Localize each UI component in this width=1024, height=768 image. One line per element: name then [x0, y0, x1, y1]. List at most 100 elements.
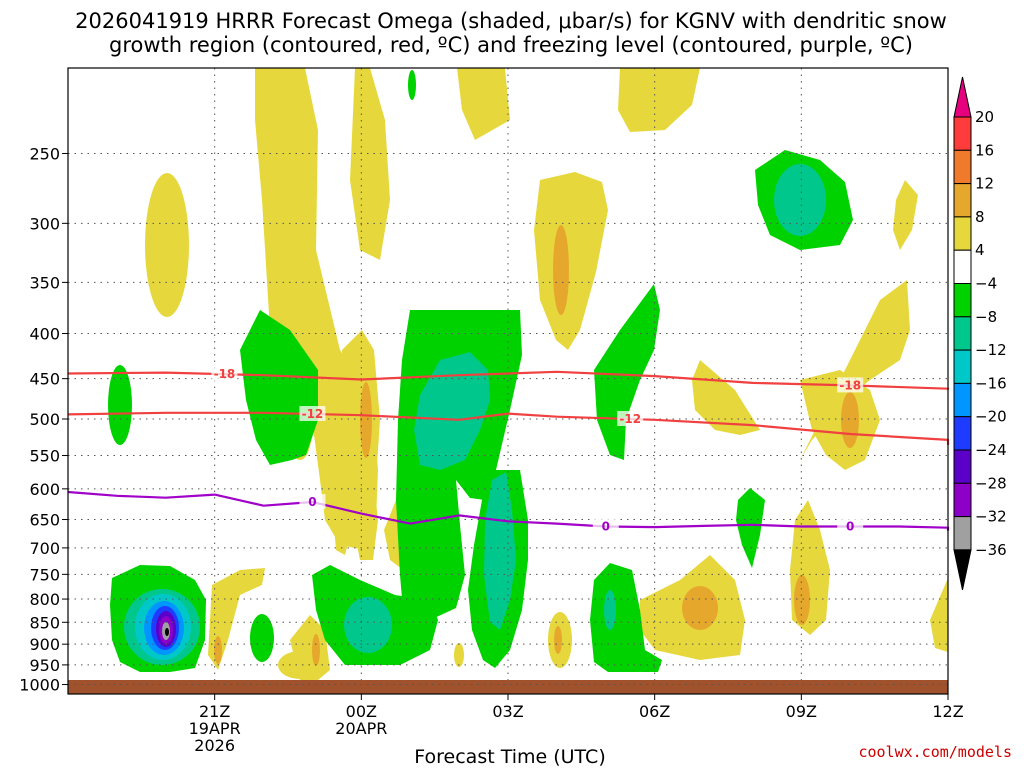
colorbar-label-5: −4: [975, 275, 997, 293]
contour-line--12C: [67, 411, 950, 445]
y-tick-label-850: 850: [29, 613, 60, 632]
omega-region-24: [360, 382, 372, 458]
contour-label-bg-0C-0: [299, 494, 326, 510]
credit-text: coolwx.com/models: [858, 743, 1012, 761]
chart-title-line2: growth region (contoured, red, ºC) and f…: [109, 33, 913, 57]
omega-region-55: [165, 628, 169, 636]
omega-region-12: [893, 180, 918, 250]
ground-layer: [68, 680, 948, 694]
colorbar-label-9: −20: [975, 408, 1007, 426]
y-tick-label-250: 250: [29, 144, 60, 163]
colorbar-box-5: [953, 283, 972, 318]
omega-region-1: [350, 68, 390, 260]
colorbar-label-10: −24: [975, 441, 1007, 459]
omega-region-2: [457, 68, 510, 140]
y-tick-label-450: 450: [29, 370, 60, 389]
omega-region-27: [794, 575, 810, 625]
omega-region-43: [344, 597, 392, 653]
colorbar-label-2: 12: [975, 175, 994, 193]
y-tick-label-300: 300: [29, 214, 60, 233]
colorbar-label-8: −16: [975, 374, 1007, 392]
colorbar-box-12: [953, 516, 972, 551]
omega-region-3: [618, 68, 700, 132]
omega-region-18: [208, 568, 265, 670]
omega-region-44: [590, 563, 662, 672]
chart-title-line1: 2026041919 HRRR Forecast Omega (shaded, …: [75, 9, 947, 33]
omega-region-36: [240, 310, 318, 465]
x-tick-label-21Z-1: 21Z: [199, 702, 230, 721]
y-tick-label-700: 700: [29, 539, 60, 558]
contour-label-bg-0C-1: [592, 518, 619, 534]
omega-region-30: [554, 626, 562, 654]
y-tick-label-750: 750: [29, 565, 60, 584]
omega-region-32: [408, 70, 416, 100]
y-tick-label-550: 550: [29, 447, 60, 466]
y-tick-label-950: 950: [29, 656, 60, 675]
contour-label-bg--12C-1: [617, 411, 644, 427]
colorbar-box-11: [953, 482, 972, 518]
x-tick-label-06Z-1: 06Z: [639, 702, 670, 721]
y-tick-label-500: 500: [29, 410, 60, 429]
colorbar-label-3: 8: [975, 208, 985, 226]
omega-region-8: [352, 465, 378, 560]
x-tick-label-21Z-3: 2026: [194, 736, 235, 755]
omega-region-28: [312, 634, 320, 666]
y-tick-label-1000: 1000: [19, 676, 60, 695]
colorbar-label-0: 20: [975, 108, 994, 126]
contour-label--18C-0: -18: [214, 367, 236, 381]
y-axis: 250 300 350 400 450 500 550 600 650 700 750 800 850 9…: [19, 144, 68, 695]
colorbar-box-7: [953, 349, 972, 384]
colorbar-label-12: −32: [975, 508, 1007, 526]
colorbar-top-arrow: [953, 76, 972, 118]
x-tick-label-21Z-2: 19APR: [189, 719, 241, 738]
colorbar-label-13: −36: [975, 541, 1007, 559]
x-tick-label-00Z-2: 20APR: [335, 719, 387, 738]
y-tick-label-650: 650: [29, 511, 60, 530]
omega-region-29: [214, 636, 222, 664]
colorbar-label-11: −28: [975, 474, 1007, 492]
y-tick-label-800: 800: [29, 590, 60, 609]
omega-region-33: [250, 614, 274, 662]
colorbar-box-10: [953, 449, 972, 484]
colorbar-label-4: 4: [975, 241, 985, 259]
omega-region-5: [145, 173, 189, 317]
colorbar-box-8: [953, 382, 972, 418]
contour-label--12C-1: -12: [619, 412, 641, 426]
contour-label-bg--18C-0: [211, 366, 238, 382]
contour-label-bg--12C-0: [299, 405, 326, 421]
omega-region-20: [278, 651, 322, 679]
colorbar-bottom-arrow: [953, 549, 972, 591]
x-tick-label-00Z-1: 00Z: [346, 702, 377, 721]
x-tick-label-12Z-1: 12Z: [932, 702, 963, 721]
omega-region-25: [841, 392, 859, 448]
omega-region-14: [800, 370, 880, 470]
omega-region-46: [736, 488, 765, 568]
contour-label-0C-1: 0: [602, 520, 610, 534]
omega-region-41: [594, 284, 660, 460]
contour-label-0C-0: 0: [308, 495, 316, 509]
omega-region-15: [692, 360, 760, 435]
colorbar: 20 16 12 8 4 −4 −8 −12 −16 −20 −24 −28 −32 −36: [953, 76, 1007, 591]
colorbar-label-7: −12: [975, 341, 1007, 359]
contour-label-bg--18C-1: [837, 377, 864, 393]
y-tick-label-400: 400: [29, 325, 60, 344]
colorbar-label-6: −8: [975, 308, 997, 326]
omega-region-23: [930, 578, 948, 652]
colorbar-box-9: [953, 416, 972, 451]
colorbar-box-3: [953, 216, 972, 251]
contour-label--12C-0: -12: [302, 407, 324, 421]
colorbar-box-0: [953, 116, 972, 151]
omega-region-22: [454, 643, 464, 667]
omega-region-45: [604, 590, 616, 630]
colorbar-box-4: [953, 249, 972, 284]
y-tick-label-600: 600: [29, 480, 60, 499]
x-tick-label-09Z-1: 09Z: [786, 702, 817, 721]
contour-label--18C-1: -18: [839, 378, 861, 392]
colorbar-label-1: 16: [975, 141, 994, 159]
omega-region-39: [414, 352, 490, 470]
omega-region-31: [108, 365, 132, 445]
contour-label-bg-0C-2: [837, 518, 864, 534]
contour-label-0C-2: 0: [846, 520, 854, 534]
omega-region-26: [682, 586, 718, 630]
